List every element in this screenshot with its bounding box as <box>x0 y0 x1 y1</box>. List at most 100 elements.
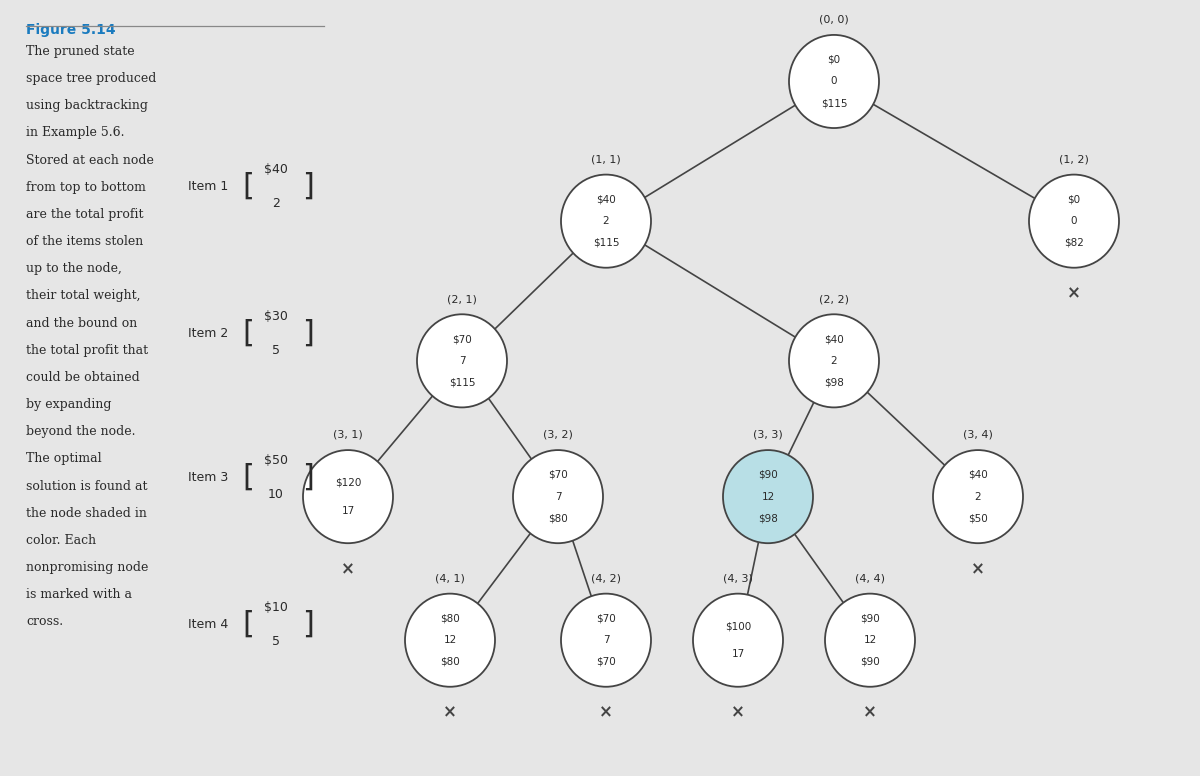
Text: $90: $90 <box>860 657 880 667</box>
Text: are the total profit: are the total profit <box>26 208 144 221</box>
Text: $80: $80 <box>440 657 460 667</box>
Text: (3, 4): (3, 4) <box>964 430 992 440</box>
Text: (4, 3): (4, 3) <box>724 573 752 584</box>
Text: $70: $70 <box>596 657 616 667</box>
Text: by expanding: by expanding <box>26 398 112 411</box>
Text: (3, 2): (3, 2) <box>544 430 572 440</box>
Text: (4, 1): (4, 1) <box>436 573 464 584</box>
Text: (2, 1): (2, 1) <box>448 294 476 304</box>
Text: $70: $70 <box>452 334 472 344</box>
Text: nonpromising node: nonpromising node <box>26 561 149 574</box>
Text: could be obtained: could be obtained <box>26 371 140 384</box>
Text: ×: × <box>341 560 355 578</box>
Text: (1, 1): (1, 1) <box>592 154 620 165</box>
Text: ]: ] <box>302 319 314 348</box>
Text: $80: $80 <box>440 614 460 623</box>
Text: (1, 2): (1, 2) <box>1060 154 1088 165</box>
Text: $30: $30 <box>264 310 288 323</box>
Text: 0: 0 <box>1070 217 1078 226</box>
Text: $70: $70 <box>548 470 568 480</box>
Text: (3, 1): (3, 1) <box>334 430 362 440</box>
Text: $0: $0 <box>828 55 840 64</box>
Ellipse shape <box>790 314 878 407</box>
Text: ×: × <box>443 704 457 722</box>
Text: Item 2: Item 2 <box>187 327 228 340</box>
Text: of the items stolen: of the items stolen <box>26 235 144 248</box>
Text: the node shaded in: the node shaded in <box>26 507 148 520</box>
Text: $115: $115 <box>449 378 475 387</box>
Ellipse shape <box>826 594 916 687</box>
Text: The pruned state: The pruned state <box>26 45 136 58</box>
Text: $90: $90 <box>860 614 880 623</box>
Text: $10: $10 <box>264 601 288 614</box>
Text: Figure 5.14: Figure 5.14 <box>26 23 116 37</box>
Text: ×: × <box>1067 285 1081 303</box>
Text: $80: $80 <box>548 514 568 523</box>
Text: $120: $120 <box>335 478 361 487</box>
Ellipse shape <box>562 175 650 268</box>
Text: 2: 2 <box>974 492 982 501</box>
Text: The optimal: The optimal <box>26 452 102 466</box>
Text: 0: 0 <box>830 77 838 86</box>
Text: [: [ <box>242 171 254 201</box>
Text: beyond the node.: beyond the node. <box>26 425 136 438</box>
Ellipse shape <box>790 35 878 128</box>
Ellipse shape <box>562 594 650 687</box>
Text: $40: $40 <box>596 195 616 204</box>
Text: $40: $40 <box>968 470 988 480</box>
Text: 5: 5 <box>272 636 280 648</box>
Text: ×: × <box>863 704 877 722</box>
Text: $70: $70 <box>596 614 616 623</box>
Text: $115: $115 <box>821 99 847 108</box>
Text: 17: 17 <box>341 506 355 515</box>
Text: up to the node,: up to the node, <box>26 262 122 275</box>
Text: $82: $82 <box>1064 238 1084 248</box>
Text: (3, 3): (3, 3) <box>754 430 782 440</box>
Text: Stored at each node: Stored at each node <box>26 154 155 167</box>
Text: $50: $50 <box>264 454 288 466</box>
Text: ×: × <box>731 704 745 722</box>
Text: $40: $40 <box>264 163 288 175</box>
Text: 7: 7 <box>602 636 610 645</box>
Text: [: [ <box>242 462 254 492</box>
Ellipse shape <box>1030 175 1120 268</box>
Text: 7: 7 <box>458 356 466 365</box>
Ellipse shape <box>418 314 508 407</box>
Text: 2: 2 <box>272 197 280 210</box>
Text: ]: ] <box>302 171 314 201</box>
Ellipse shape <box>406 594 496 687</box>
Text: ]: ] <box>302 610 314 639</box>
Text: Item 3: Item 3 <box>187 471 228 483</box>
Text: from top to bottom: from top to bottom <box>26 181 146 194</box>
Text: $0: $0 <box>1068 195 1080 204</box>
Text: $50: $50 <box>968 514 988 523</box>
Text: 2: 2 <box>602 217 610 226</box>
Ellipse shape <box>694 594 784 687</box>
Text: $40: $40 <box>824 334 844 344</box>
Text: the total profit that: the total profit that <box>26 344 149 357</box>
Text: 10: 10 <box>268 488 284 501</box>
Text: (4, 4): (4, 4) <box>854 573 886 584</box>
Ellipse shape <box>514 450 604 543</box>
Text: (0, 0): (0, 0) <box>820 15 848 25</box>
Text: ]: ] <box>302 462 314 492</box>
Ellipse shape <box>302 450 394 543</box>
Text: $98: $98 <box>758 514 778 523</box>
Text: color. Each: color. Each <box>26 534 96 547</box>
Text: Item 4: Item 4 <box>187 618 228 631</box>
Text: 12: 12 <box>761 492 775 501</box>
Text: space tree produced: space tree produced <box>26 72 157 85</box>
Text: $90: $90 <box>758 470 778 480</box>
Text: 2: 2 <box>830 356 838 365</box>
Text: Item 1: Item 1 <box>187 180 228 192</box>
Text: is marked with a: is marked with a <box>26 588 132 601</box>
Text: (4, 2): (4, 2) <box>592 573 622 584</box>
Text: and the bound on: and the bound on <box>26 317 138 330</box>
Ellipse shape <box>934 450 1022 543</box>
Text: 12: 12 <box>863 636 877 645</box>
Text: 12: 12 <box>443 636 457 645</box>
Text: 5: 5 <box>272 345 280 357</box>
Text: 17: 17 <box>731 650 745 659</box>
Text: $115: $115 <box>593 238 619 248</box>
Ellipse shape <box>722 450 814 543</box>
